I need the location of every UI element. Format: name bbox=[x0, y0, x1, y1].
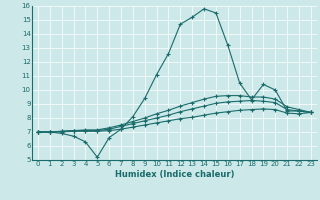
X-axis label: Humidex (Indice chaleur): Humidex (Indice chaleur) bbox=[115, 170, 234, 179]
